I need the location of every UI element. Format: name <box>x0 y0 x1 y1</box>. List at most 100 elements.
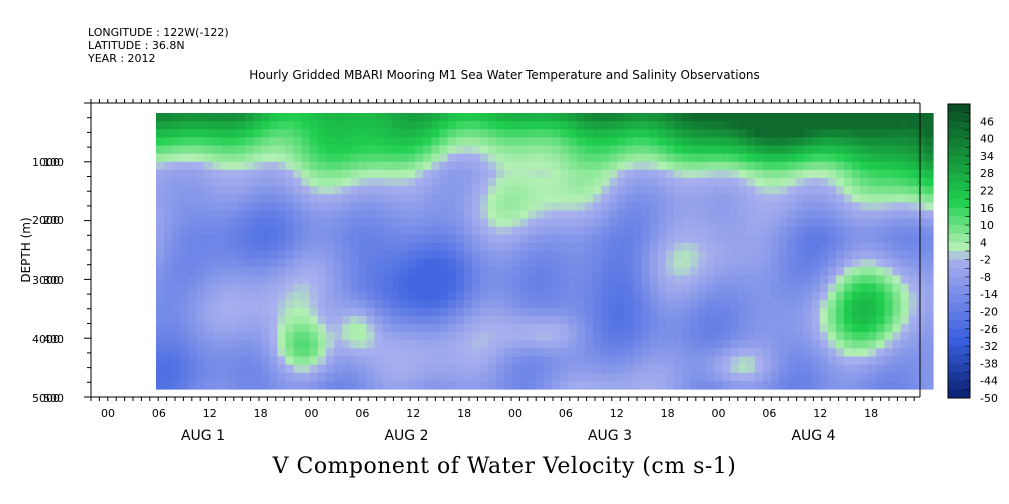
heatmap-cell <box>342 186 351 195</box>
heatmap-cell <box>835 315 845 325</box>
heatmap-cell <box>374 315 384 325</box>
heatmap-cell <box>390 234 400 244</box>
heatmap-cell <box>584 226 594 236</box>
heatmap-cell <box>253 291 262 301</box>
heatmap-cell <box>811 372 821 382</box>
heatmap-cell <box>924 315 934 325</box>
heatmap-cell <box>293 372 303 382</box>
heatmap-cell <box>835 194 845 203</box>
heatmap-cell <box>390 299 400 309</box>
heatmap-cell <box>406 324 416 333</box>
heatmap-cell <box>868 356 877 366</box>
heatmap-cell <box>649 332 659 341</box>
heatmap-cell <box>876 234 886 244</box>
variable-title: V Component of Water Velocity (cm s-1) <box>272 454 737 479</box>
heatmap-cell <box>843 267 853 276</box>
heatmap-cell <box>593 372 602 382</box>
heatmap-cell <box>520 324 529 333</box>
heatmap-cell <box>698 348 707 358</box>
heatmap-cell <box>479 348 489 358</box>
heatmap-cell <box>245 251 254 260</box>
heatmap-cell <box>406 153 416 163</box>
heatmap-cell <box>236 372 246 382</box>
heatmap-cell <box>285 202 295 212</box>
heatmap-cell <box>746 153 756 163</box>
heatmap-cell <box>520 113 529 122</box>
heatmap-cell <box>876 129 886 138</box>
heatmap-cell <box>228 267 238 276</box>
heatmap-cell <box>730 275 740 285</box>
heatmap-cell <box>827 259 837 268</box>
heatmap-cell <box>706 315 716 325</box>
heatmap-cell <box>884 129 894 138</box>
heatmap-cell <box>924 145 934 155</box>
heatmap-cell <box>601 161 610 171</box>
heatmap-cell <box>714 307 724 317</box>
colorbar-segment <box>948 259 970 269</box>
heatmap-cell <box>204 161 214 171</box>
heatmap-cell <box>196 145 206 155</box>
heatmap-cell <box>196 299 206 309</box>
heatmap-cell <box>835 348 845 358</box>
heatmap-cell <box>787 332 796 341</box>
heatmap-cell <box>876 299 886 309</box>
heatmap-cell <box>803 283 813 293</box>
heatmap-cell <box>204 153 214 163</box>
heatmap-cell <box>706 291 716 301</box>
heatmap-cell <box>406 234 416 244</box>
heatmap-cell <box>172 291 181 301</box>
heatmap-cell <box>301 153 311 163</box>
heatmap-cell <box>325 259 335 268</box>
heatmap-cell <box>706 202 716 212</box>
x-day-label: AUG 4 <box>791 428 835 444</box>
heatmap-cell <box>342 161 351 171</box>
heatmap-cell <box>220 324 230 333</box>
heatmap-cell <box>916 161 926 171</box>
heatmap-cell <box>309 307 319 317</box>
heatmap-cell <box>746 129 756 138</box>
heatmap-cell <box>188 113 198 122</box>
heatmap-cell <box>641 145 651 155</box>
heatmap-cell <box>795 324 805 333</box>
heatmap-cell <box>447 332 457 341</box>
heatmap-cell <box>269 283 278 293</box>
heatmap-cell <box>479 186 489 195</box>
heatmap-cell <box>860 177 869 187</box>
heatmap-cell <box>916 210 926 220</box>
colorbar-label: -32 <box>980 340 998 353</box>
heatmap-cell <box>625 242 635 252</box>
heatmap-cell <box>682 267 691 276</box>
heatmap-cell <box>277 202 287 212</box>
heatmap-cell <box>674 177 683 187</box>
heatmap-cell <box>852 340 861 350</box>
heatmap-cell <box>819 372 829 382</box>
heatmap-cell <box>536 251 546 260</box>
heatmap-cell <box>609 161 618 171</box>
heatmap-cell <box>463 210 473 220</box>
heatmap-cell <box>779 186 788 195</box>
heatmap-cell <box>763 364 772 374</box>
heatmap-cell <box>398 137 408 147</box>
heatmap-cell <box>560 283 570 293</box>
heatmap-cell <box>698 137 707 147</box>
heatmap-cell <box>390 242 400 252</box>
heatmap-cell <box>852 307 861 317</box>
heatmap-cell <box>803 202 813 212</box>
heatmap-cell <box>512 340 521 350</box>
heatmap-cell <box>358 177 368 187</box>
heatmap-cell <box>317 299 327 309</box>
heatmap-cell <box>228 348 238 358</box>
heatmap-cell <box>819 340 829 350</box>
heatmap-cell <box>916 177 926 187</box>
heatmap-cell <box>471 356 481 366</box>
heatmap-cell <box>156 372 165 382</box>
heatmap-cell <box>536 267 546 276</box>
heatmap-cell <box>536 145 546 155</box>
heatmap-cell <box>269 153 278 163</box>
heatmap-cell <box>285 242 295 252</box>
heatmap-cell <box>366 202 376 212</box>
heatmap-cell <box>811 307 821 317</box>
heatmap-cell <box>188 137 198 147</box>
heatmap-cell <box>811 226 821 236</box>
heatmap-cell <box>277 372 287 382</box>
